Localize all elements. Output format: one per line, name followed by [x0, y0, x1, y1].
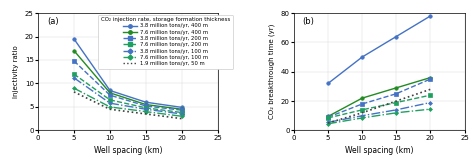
Text: (a): (a) — [47, 17, 59, 26]
Text: (b): (b) — [302, 17, 314, 26]
Y-axis label: Injectivity ratio: Injectivity ratio — [13, 45, 19, 98]
Legend: 3.8 million tons/yr, 400 m, 7.6 million tons/yr, 400 m, 3.8 million tons/yr, 200: 3.8 million tons/yr, 400 m, 7.6 million … — [98, 15, 233, 69]
X-axis label: Well spacing (km): Well spacing (km) — [345, 146, 413, 155]
Y-axis label: CO₂ breakthrough time (yr): CO₂ breakthrough time (yr) — [269, 24, 275, 119]
X-axis label: Well spacing (km): Well spacing (km) — [94, 146, 162, 155]
